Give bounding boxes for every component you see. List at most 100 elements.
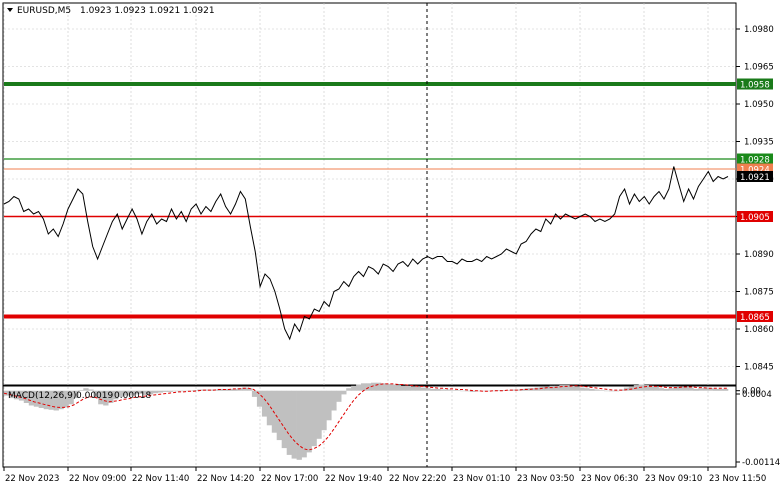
macd-bar	[584, 388, 590, 391]
macd-bar	[668, 388, 674, 391]
macd-bar	[237, 388, 243, 391]
macd-bar	[405, 385, 411, 391]
macd-histogram	[4, 382, 729, 460]
time-tick-label: 23 Nov 06:30	[581, 474, 638, 484]
macd-bar	[78, 390, 84, 391]
macd-bar	[9, 390, 15, 399]
macd-bar	[18, 390, 25, 401]
macd-bar	[142, 390, 149, 395]
macd-bar	[554, 385, 560, 391]
macd-bar	[58, 390, 64, 410]
macd-bar	[137, 390, 144, 394]
macd-bar	[13, 390, 20, 400]
macd-bar	[242, 387, 248, 391]
macd-bar	[326, 390, 332, 421]
macd-bar	[351, 385, 357, 391]
macd-bar	[375, 382, 382, 391]
macd-bar	[23, 390, 30, 403]
macd-bar	[400, 385, 406, 391]
macd-bar	[440, 389, 446, 391]
macd-bar	[43, 390, 49, 410]
level-label-box	[737, 211, 773, 222]
macd-bar	[371, 382, 377, 391]
macd-bar	[38, 390, 44, 408]
macd-bar	[574, 386, 580, 391]
macd-bar	[128, 390, 134, 396]
macd-bar	[356, 384, 362, 391]
level-label-box	[737, 153, 773, 165]
macd-bar	[435, 388, 441, 391]
macd-bar	[613, 390, 620, 392]
level-label-box	[737, 311, 773, 322]
macd-bar	[653, 387, 659, 391]
macd-bar	[623, 387, 630, 391]
macd-bar	[152, 390, 159, 394]
macd-bar	[286, 390, 292, 455]
macd-bar	[98, 390, 104, 405]
macd-bar	[311, 390, 317, 447]
macd-bar	[688, 387, 694, 391]
time-tick-label: 22 Nov 19:40	[325, 474, 382, 484]
time-tick-label: 22 Nov 2023	[5, 474, 59, 484]
macd-tick-label: 0.0004	[742, 390, 772, 400]
time-tick-label: 23 Nov 11:50	[709, 474, 766, 484]
macd-bar	[256, 390, 263, 407]
macd-bar	[628, 386, 635, 391]
price-tick-label: 1.0890	[744, 250, 774, 260]
price-tick-label: 1.0950	[744, 100, 774, 110]
macd-bar	[683, 387, 689, 391]
price-tick-label: 1.0860	[744, 325, 774, 335]
macd-bar	[708, 388, 714, 391]
macd-signal	[3, 383, 728, 451]
time-tick-label: 22 Nov 14:20	[197, 474, 254, 484]
macd-bar	[663, 388, 669, 391]
macd-bar	[33, 390, 40, 407]
level-label: 1.0865	[740, 313, 770, 323]
level-label: 1.0905	[740, 213, 770, 223]
macd-bar	[455, 390, 461, 391]
price-series	[3, 166, 729, 341]
price-tick-label: 1.0935	[744, 138, 774, 148]
macd-bar	[53, 390, 59, 411]
macd-bar	[385, 383, 392, 391]
macd-bar	[162, 390, 168, 392]
macd-bar	[425, 388, 431, 391]
macd-bar	[594, 389, 600, 391]
macd-bar	[415, 387, 421, 391]
horizontal-levels	[4, 82, 736, 319]
macd-bar	[713, 388, 719, 391]
macd-bar	[559, 385, 565, 391]
macd-bar	[604, 390, 610, 392]
macd-bar	[266, 390, 273, 426]
macd-bar	[301, 390, 307, 458]
macd-tick-label: 0.00	[742, 387, 761, 397]
macd-bar	[361, 383, 367, 391]
macd-bar	[68, 390, 74, 405]
price-tick-label: 1.0965	[744, 63, 774, 73]
time-tick-label: 22 Nov 11:40	[132, 474, 189, 484]
macd-bar	[276, 390, 282, 441]
macd-bar	[723, 388, 729, 391]
macd-bar	[410, 386, 416, 391]
macd-bar	[331, 390, 337, 411]
dropdown-triangle-icon[interactable]	[7, 8, 13, 12]
macd-bar	[113, 390, 119, 400]
time-tick-label: 22 Nov 22:20	[389, 474, 446, 484]
macd-bar	[291, 390, 297, 459]
macd-bar	[599, 390, 605, 391]
macd-bar	[167, 390, 173, 392]
macd-bar	[460, 390, 466, 392]
symbol-label: EURUSD,M5	[17, 6, 71, 16]
macd-bar	[643, 385, 649, 391]
macd-bar	[83, 388, 89, 391]
macd-bar	[172, 390, 178, 392]
macd-bar	[450, 390, 456, 391]
time-tick-label: 23 Nov 01:10	[453, 474, 510, 484]
macd-bar	[192, 390, 198, 391]
macd-main-value: 0.00019	[76, 391, 113, 401]
macd-bar	[157, 390, 163, 393]
macd-bar	[182, 390, 188, 392]
